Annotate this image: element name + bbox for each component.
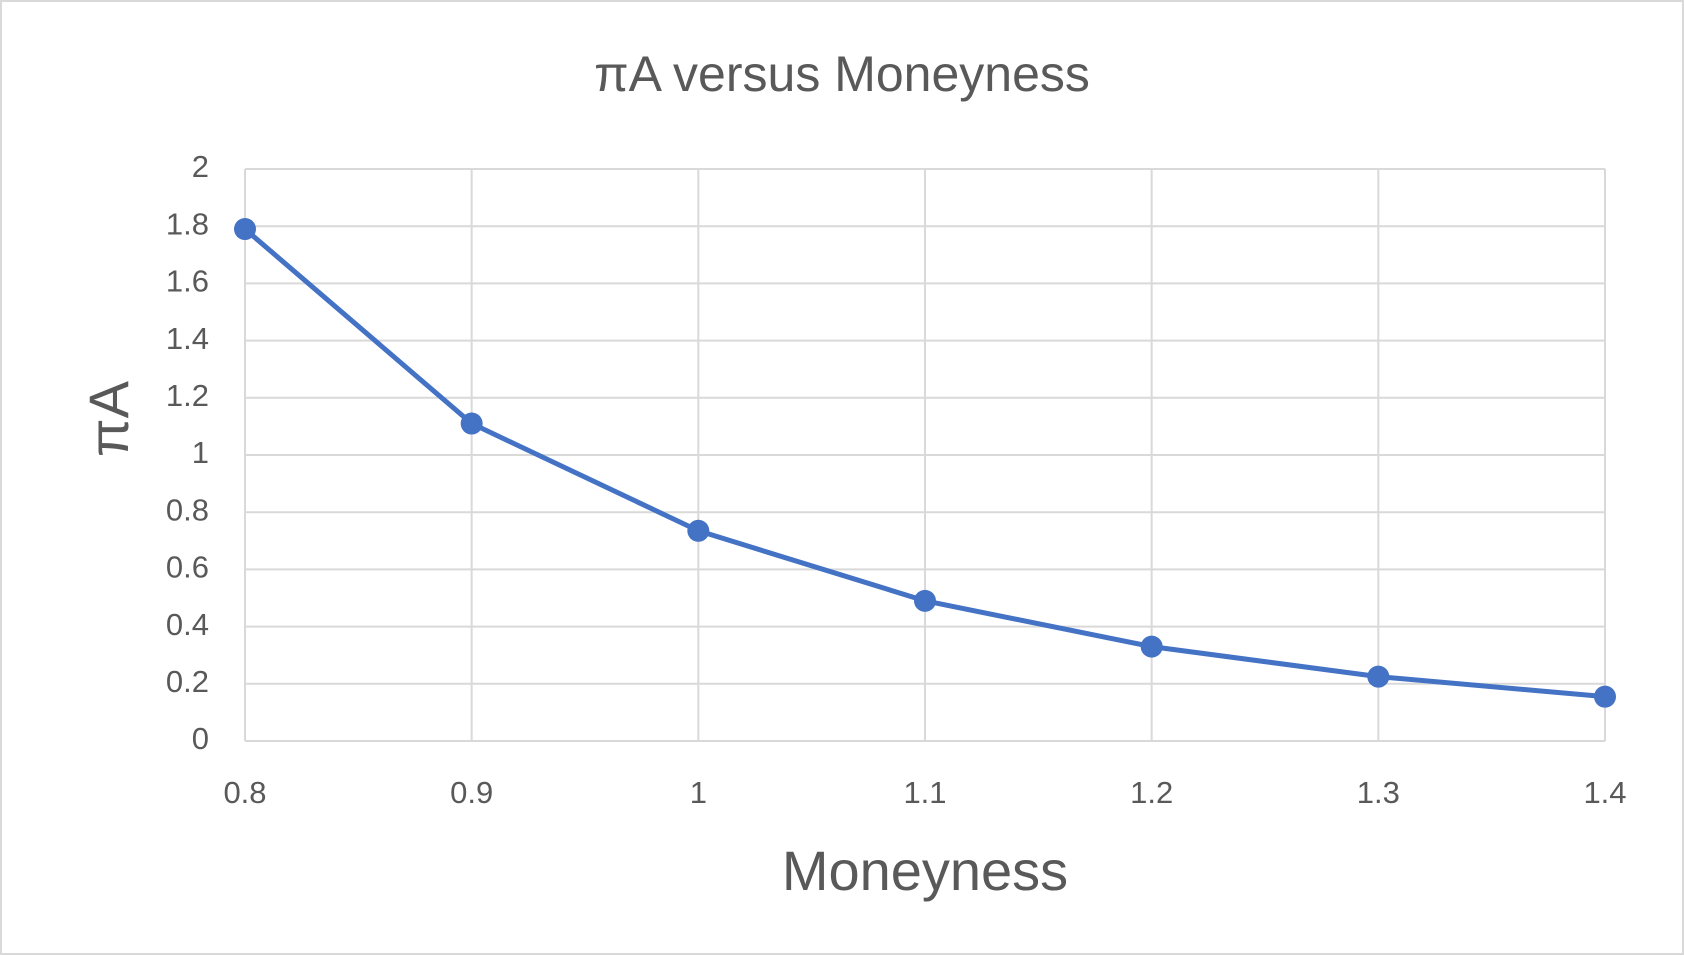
y-axis-label: πA: [77, 380, 140, 457]
y-tick-label: 1.8: [166, 206, 209, 241]
data-point: [1140, 635, 1163, 658]
x-tick-label: 0.8: [223, 775, 266, 810]
y-tick-label: 1.6: [166, 264, 209, 299]
x-axis-label: Moneyness: [782, 839, 1068, 902]
data-point: [687, 519, 710, 542]
y-tick-label: 1.4: [166, 321, 209, 356]
data-point: [460, 412, 483, 435]
data-point: [234, 218, 256, 241]
chart-title: πA versus Moneyness: [594, 46, 1090, 102]
x-tick-label: 0.9: [450, 775, 493, 810]
data-point: [914, 589, 936, 612]
y-tick-label: 0.4: [166, 607, 209, 642]
y-tick-label: 0.6: [166, 550, 209, 585]
y-tick-label: 2: [192, 149, 209, 184]
x-tick-label: 1.4: [1583, 775, 1626, 810]
y-tick-label: 0.2: [166, 664, 209, 699]
x-tick-label: 1.1: [903, 775, 946, 810]
x-tick-label: 1: [690, 775, 707, 810]
x-tick-label: 1.2: [1130, 775, 1173, 810]
data-point: [1367, 665, 1390, 688]
y-tick-label: 1: [192, 435, 209, 470]
x-tick-label: 1.3: [1357, 775, 1400, 810]
y-tick-label: 1.2: [166, 378, 209, 413]
data-point: [1594, 685, 1616, 708]
y-tick-label: 0: [192, 721, 209, 756]
y-tick-label: 0.8: [166, 492, 209, 527]
